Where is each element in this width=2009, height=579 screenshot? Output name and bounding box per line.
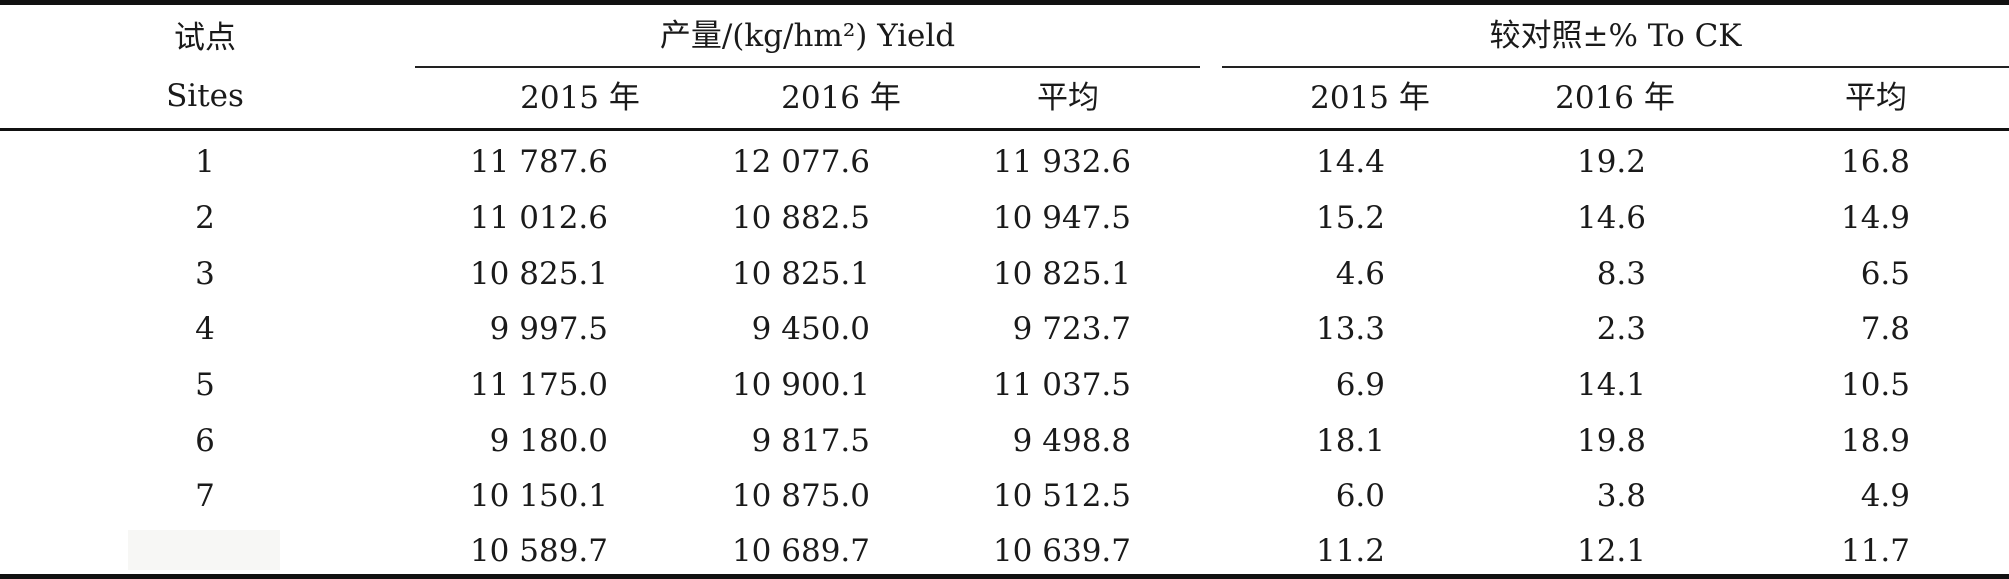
cell-site: 6: [195, 423, 215, 459]
cell-yield-avg: 11 932.6: [992, 144, 1131, 180]
table-bottom-rule: [0, 574, 2009, 579]
header-ck-group: 较对照±% To CK: [1489, 18, 1742, 54]
cell-ck-2015: 14.4: [1315, 144, 1385, 180]
cell-yield-avg: 10 512.5: [992, 478, 1131, 514]
header-ck-2015: 2015 年: [1310, 80, 1430, 116]
cell-yield-2015: 11 012.6: [469, 200, 608, 236]
cell-ck-2016: 14.6: [1576, 200, 1646, 236]
cell-ck-avg: 7.8: [1860, 311, 1910, 347]
cell-ck-2016: 8.3: [1596, 256, 1646, 292]
cell-ck-2015: 11.2: [1315, 533, 1385, 569]
cell-ck-2016: 19.8: [1576, 423, 1646, 459]
ck-group-rule: [1222, 66, 2009, 68]
cell-site: 3: [195, 256, 215, 292]
cell-ck-avg: 18.9: [1840, 423, 1910, 459]
cell-yield-avg: 10 825.1: [992, 256, 1131, 292]
header-yield-2015: 2015 年: [520, 80, 640, 116]
cell-site: 5: [195, 367, 215, 403]
cell-yield-2015: 9 180.0: [489, 423, 608, 459]
cell-yield-2016: 10 882.5: [731, 200, 870, 236]
header-bottom-rule: [0, 128, 2009, 131]
header-yield-2016: 2016 年: [781, 80, 901, 116]
cell-yield-2016: 10 825.1: [731, 256, 870, 292]
cell-ck-2015: 6.9: [1335, 367, 1385, 403]
cell-ck-2015: 4.6: [1335, 256, 1385, 292]
cell-ck-2016: 19.2: [1576, 144, 1646, 180]
cell-yield-2015: 10 150.1: [469, 478, 608, 514]
cell-yield-avg: 11 037.5: [992, 367, 1131, 403]
cell-yield-2015: 10 589.7: [469, 533, 608, 569]
cell-ck-2015: 15.2: [1315, 200, 1385, 236]
header-yield-group: 产量/(kg/hm²) Yield: [659, 18, 956, 54]
cell-ck-2015: 18.1: [1315, 423, 1385, 459]
cell-site: 7: [195, 478, 215, 514]
cell-yield-avg: 10 639.7: [992, 533, 1131, 569]
cell-site: 2: [195, 200, 215, 236]
cell-yield-2015: 11 787.6: [469, 144, 608, 180]
cell-ck-avg: 6.5: [1860, 256, 1910, 292]
cell-yield-2016: 10 900.1: [731, 367, 870, 403]
header-ck-2016: 2016 年: [1555, 80, 1675, 116]
yield-group-rule: [415, 66, 1200, 68]
cell-ck-2016: 14.1: [1576, 367, 1646, 403]
cell-yield-2015: 11 175.0: [469, 367, 608, 403]
cell-ck-2016: 12.1: [1576, 533, 1646, 569]
header-ck-avg: 平均: [1845, 80, 1907, 116]
cell-ck-2015: 6.0: [1335, 478, 1385, 514]
cell-ck-avg: 14.9: [1840, 200, 1910, 236]
cell-ck-2015: 13.3: [1315, 311, 1385, 347]
cell-yield-2016: 9 450.0: [751, 311, 870, 347]
cell-ck-avg: 16.8: [1840, 144, 1910, 180]
cell-site: 4: [195, 311, 215, 347]
cell-yield-2016: 12 077.6: [731, 144, 870, 180]
cell-ck-2016: 3.8: [1596, 478, 1646, 514]
table-top-rule: [0, 0, 2009, 5]
cell-yield-2016: 9 817.5: [751, 423, 870, 459]
cell-yield-avg: 9 498.8: [1012, 423, 1131, 459]
header-site-label-en: Sites: [166, 78, 244, 114]
cell-yield-2015: 9 997.5: [489, 311, 608, 347]
cell-ck-2016: 2.3: [1596, 311, 1646, 347]
header-yield-avg: 平均: [1037, 80, 1099, 116]
cell-yield-2016: 10 689.7: [731, 533, 870, 569]
cell-yield-avg: 10 947.5: [992, 200, 1131, 236]
cell-site: 1: [195, 144, 215, 180]
summary-label-blurred: [128, 530, 280, 570]
cell-ck-avg: 10.5: [1840, 367, 1910, 403]
cell-ck-avg: 4.9: [1860, 478, 1910, 514]
cell-yield-2015: 10 825.1: [469, 256, 608, 292]
header-site-label: 试点: [174, 20, 236, 56]
cell-yield-2016: 10 875.0: [731, 478, 870, 514]
cell-ck-avg: 11.7: [1840, 533, 1910, 569]
cell-yield-avg: 9 723.7: [1012, 311, 1131, 347]
